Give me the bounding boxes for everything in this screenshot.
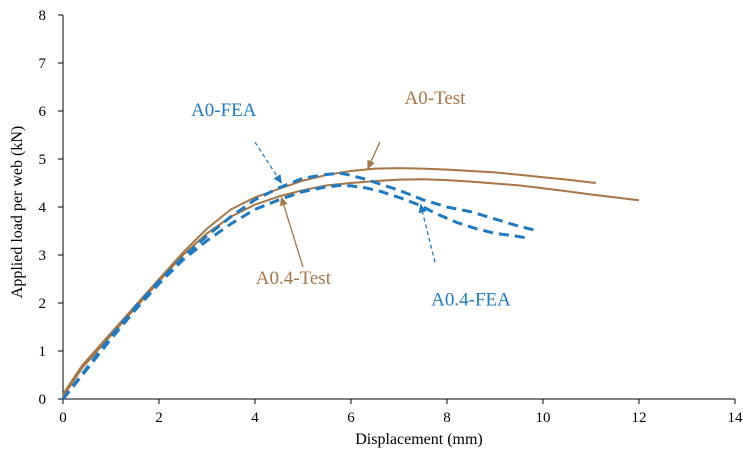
series-line-a0-4-fea bbox=[61, 183, 529, 400]
annotation-label-a0-fea: A0-FEA bbox=[191, 100, 257, 121]
series-line-a0-fea bbox=[61, 171, 539, 400]
annotation-label-a0-test: A0-Test bbox=[405, 88, 467, 109]
annotation-label-a0-4-fea: A0.4-FEA bbox=[431, 289, 511, 310]
y-tick-label: 7 bbox=[39, 56, 47, 72]
x-tick-label: 6 bbox=[347, 410, 355, 426]
series-line-a0-test bbox=[62, 167, 596, 395]
series-layer bbox=[61, 167, 640, 400]
annotation-arrow-a0-4-test bbox=[279, 196, 304, 268]
y-tick-label: 1 bbox=[39, 344, 47, 360]
x-tick-label: 10 bbox=[536, 410, 551, 426]
annotation-layer: A0-Test A0-FEA A0.4-Test A0.4-FEA bbox=[191, 88, 511, 311]
annotation-label-a0-4-test: A0.4-Test bbox=[256, 268, 332, 289]
x-axis-title: Displacement (mm) bbox=[355, 431, 483, 448]
series-line-a0-4-test bbox=[62, 178, 640, 398]
x-tick-label: 14 bbox=[728, 410, 743, 426]
x-tick-label: 2 bbox=[155, 410, 163, 426]
x-tick-label: 8 bbox=[443, 410, 451, 426]
x-tick-label: 12 bbox=[632, 410, 647, 426]
annotation-arrow-a0-4-fea bbox=[418, 203, 436, 263]
y-tick-label: 8 bbox=[39, 8, 47, 24]
x-tick-label: 4 bbox=[251, 410, 259, 426]
y-tick-label: 0 bbox=[39, 392, 47, 408]
y-tick-label: 6 bbox=[39, 104, 47, 120]
y-tick-label: 5 bbox=[39, 152, 47, 168]
y-tick-label: 3 bbox=[39, 248, 47, 264]
annotation-arrow-a0-test bbox=[367, 141, 381, 170]
x-tick-label: 0 bbox=[59, 410, 67, 426]
y-tick-label: 4 bbox=[39, 200, 47, 216]
y-axis-title: Applied load per web (kN) bbox=[9, 126, 26, 298]
y-tick-label: 2 bbox=[39, 296, 47, 312]
annotation-arrow-a0-fea bbox=[254, 141, 282, 184]
